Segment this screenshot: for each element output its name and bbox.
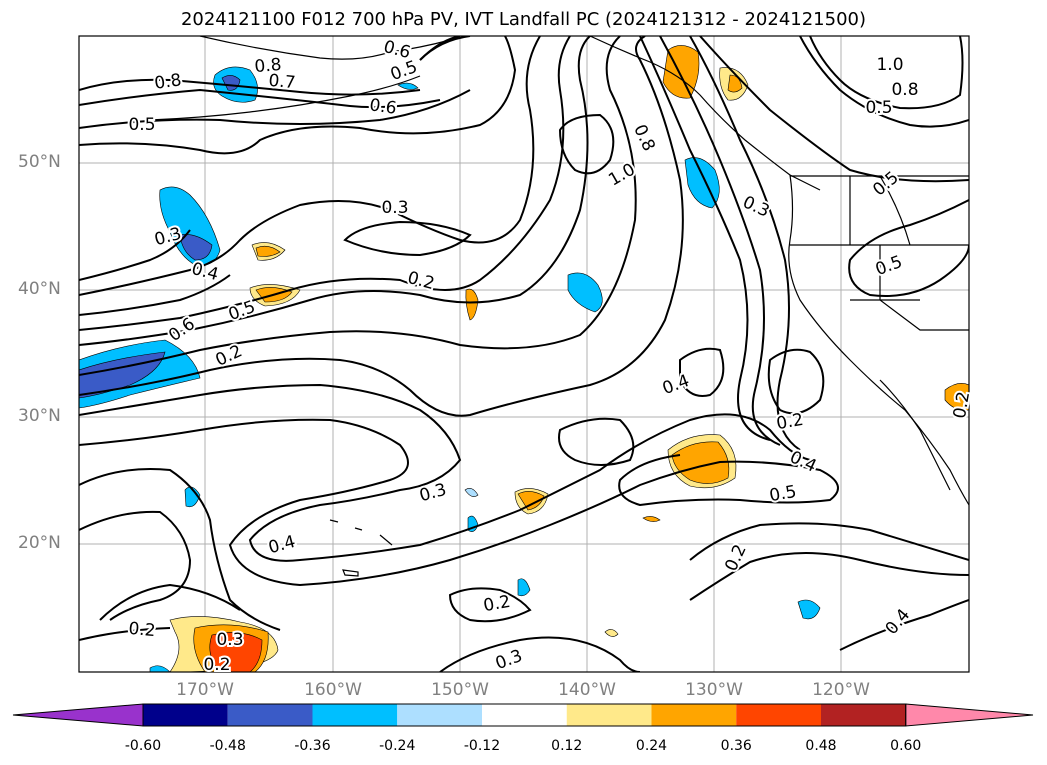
contour-label: 0.4 <box>660 371 692 399</box>
shade-pos-sub-east-core <box>671 441 730 484</box>
lat-label-20n: 20°N <box>18 533 61 553</box>
baja <box>879 379 951 491</box>
contour-label: 0.2 <box>482 592 512 616</box>
colorbar-outline <box>142 703 907 727</box>
shade-pos-tiny <box>642 516 661 522</box>
lon-label-160w: 160°W <box>304 680 362 700</box>
contour-label: 0.5 <box>865 98 892 118</box>
shade-pos-narrow <box>465 288 479 321</box>
shade-neg-small2 <box>464 488 479 497</box>
lon-label-120w: 120°W <box>812 680 870 700</box>
contour-label: 0.2 <box>721 542 751 575</box>
colorbar-tick-label: 0.12 <box>551 738 583 754</box>
contour-label: 0.2 <box>203 655 230 675</box>
lat-label-50n: 50°N <box>18 152 61 172</box>
contour-label: 1.0 <box>876 55 903 75</box>
contour-label: 0.5 <box>869 168 903 201</box>
contour-label: 0.5 <box>128 115 155 135</box>
colorbar-extension-low <box>12 703 144 727</box>
coastlines <box>149 36 969 577</box>
colorbar-tick-label: -0.60 <box>124 738 162 754</box>
contour-label: 0.4 <box>189 259 220 285</box>
lon-label-170w: 170°W <box>176 680 234 700</box>
shaded-anomalies <box>79 45 969 672</box>
contour-labels: 0.80.80.70.60.50.60.50.81.00.30.30.20.40… <box>126 35 977 677</box>
contour-label: 0.4 <box>266 532 297 558</box>
shade-pos-tiny2 <box>604 629 619 637</box>
contour-label: 0.5 <box>768 482 798 506</box>
colorbar-segment <box>227 704 313 726</box>
shade-neg-bc <box>684 157 720 209</box>
gridlines <box>79 36 969 672</box>
state-borders <box>790 175 969 331</box>
lat-label-30n: 30°N <box>18 406 61 426</box>
shade-neg-small5 <box>797 599 821 620</box>
shade-pos-small-mid-core <box>517 491 545 511</box>
colorbar-segment <box>397 704 482 726</box>
lon-label-130w: 130°W <box>685 680 743 700</box>
shade-pos-mid1-core <box>255 245 281 257</box>
contour-label: 0.4 <box>882 605 915 639</box>
lon-label-140w: 140°W <box>558 680 616 700</box>
contour-label: 0.5 <box>873 252 905 280</box>
contour-label: 0.3 <box>216 630 243 650</box>
shade-pos-southwest-core <box>209 632 263 672</box>
map-frame <box>78 35 970 673</box>
shade-neg-alaska-east <box>397 82 419 90</box>
colorbar-tick-label: -0.12 <box>463 738 501 754</box>
colorbar-tick-label: -0.24 <box>379 738 416 754</box>
colorbar-tick-label: 0.48 <box>805 738 837 754</box>
lon-label-150w: 150°W <box>431 680 489 700</box>
contour-label: 0.3 <box>740 192 773 222</box>
contour-label: 0.8 <box>153 70 183 94</box>
contour-label: 0.3 <box>493 646 525 674</box>
us-west-coast <box>788 174 969 506</box>
colorbar-tick-label: 0.36 <box>720 738 752 754</box>
map-title: 2024121100 F012 700 hPa PV, IVT Landfall… <box>180 9 867 30</box>
hawaii <box>329 519 393 577</box>
colorbar-segment <box>821 704 906 726</box>
colorbar-segment <box>651 704 737 726</box>
alaska-coast <box>199 36 461 60</box>
colorbar-tick-label: 0.60 <box>890 738 922 754</box>
colorbar-segment <box>143 704 228 726</box>
colorbar-segment <box>566 704 652 726</box>
contour-label: 0.3 <box>381 198 408 218</box>
contour-label: 0.3 <box>417 480 448 506</box>
colorbar-extension-high <box>905 703 1034 727</box>
shade-neg-small6 <box>149 665 171 672</box>
contour-label: 0.7 <box>268 71 297 93</box>
contour-label: 0.8 <box>629 122 659 155</box>
shade-pos-coast <box>944 383 969 411</box>
shade-neg-mid <box>567 272 603 313</box>
colorbar-segment <box>736 704 821 726</box>
shade-neg-west-core <box>179 234 213 261</box>
shade-pos-bc-north-core <box>727 74 743 93</box>
shade-neg-small4 <box>517 578 531 597</box>
lat-label-40n: 40°N <box>18 279 61 299</box>
contour-label: 0.2 <box>775 410 805 434</box>
contour-label: 0.8 <box>254 55 283 77</box>
colorbar-segment <box>312 704 398 726</box>
colorbar-tick-label: -0.48 <box>209 738 246 754</box>
colorbar-tick-label: 0.24 <box>635 738 668 754</box>
colorbar-segment <box>482 704 567 726</box>
colorbar <box>12 703 1034 727</box>
contour-label: 0.8 <box>891 80 918 100</box>
contours <box>79 36 969 672</box>
colorbar-tick-label: -0.36 <box>294 738 331 754</box>
contour-label: 0.5 <box>388 57 420 85</box>
contour-label: 0.2 <box>128 619 157 641</box>
contour-label: 0.2 <box>213 341 246 371</box>
contour-label: 0.2 <box>950 390 974 420</box>
aleutian-chain <box>149 75 421 121</box>
contour-label: 0.6 <box>368 95 398 119</box>
